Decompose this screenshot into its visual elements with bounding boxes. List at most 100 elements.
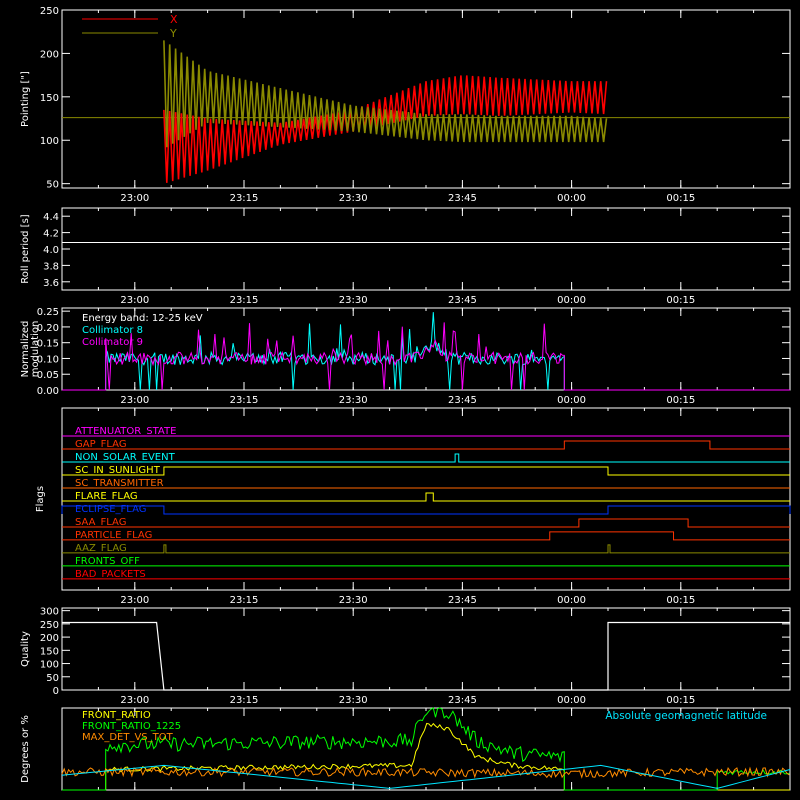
flag-label: GAP_FLAG — [75, 439, 127, 450]
legend-label: X — [170, 13, 178, 26]
flag-label: BAD_PACKETS — [75, 569, 146, 580]
x-tick-label: 00:15 — [666, 193, 695, 204]
y-tick-label: 100 — [40, 660, 59, 671]
y-tick-label: 250 — [40, 620, 59, 631]
y-tick-label: 4.4 — [43, 212, 59, 223]
flag-label: SAA_FLAG — [75, 517, 126, 528]
legend-title: Energy band: 12-25 keV — [82, 313, 203, 324]
y-tick-label: 200 — [40, 49, 59, 60]
series-y-line — [163, 40, 608, 148]
x-tick-label: 23:15 — [230, 295, 259, 306]
flag-line — [61, 505, 791, 515]
x-tick-label: 23:45 — [448, 695, 477, 706]
y-axis-label: Flags — [35, 486, 46, 512]
x-tick-label: 23:45 — [448, 295, 477, 306]
legend-label: Collimator 8 — [82, 325, 143, 336]
y-tick-label: 200 — [40, 633, 59, 644]
panel-frame-1 — [61, 207, 791, 291]
flag-label: FLARE_FLAG — [75, 491, 138, 502]
flag-line — [62, 492, 790, 502]
panel-frame-4 — [61, 607, 791, 691]
x-tick-label: 23:30 — [339, 395, 368, 406]
annotation-geomagnetic-latitude: Absolute geomagnetic latitude — [605, 710, 767, 722]
series-ratio-line — [62, 707, 790, 791]
x-tick-label: 23:00 — [120, 193, 149, 204]
flag-label: ATTENUATOR_STATE — [75, 426, 176, 437]
series-ratio-line — [62, 722, 790, 791]
y-tick-label: 100 — [40, 136, 59, 147]
y-tick-label: 150 — [40, 646, 59, 657]
series-collimator-line — [62, 312, 790, 391]
series-x-line — [163, 75, 608, 183]
y-tick-label: 0.00 — [37, 386, 59, 397]
legend-label: FRONT_RATIO_1225 — [82, 721, 181, 732]
flag-label: FRONTS_OFF — [75, 556, 140, 567]
x-tick-label: 23:00 — [120, 295, 149, 306]
flag-line — [62, 466, 790, 476]
x-tick-label: 00:15 — [666, 695, 695, 706]
x-tick-label: 23:30 — [339, 595, 368, 606]
x-tick-label: 23:15 — [230, 395, 259, 406]
legend-label: Collimator 9 — [82, 337, 143, 348]
x-tick-label: 23:45 — [448, 395, 477, 406]
x-tick-label: 00:15 — [666, 295, 695, 306]
flag-line — [62, 518, 790, 528]
x-tick-label: 23:00 — [120, 595, 149, 606]
x-tick-label: 23:45 — [448, 595, 477, 606]
y-tick-label: 300 — [40, 607, 59, 618]
y-axis-label: Pointing ["] — [20, 71, 31, 127]
flag-label: NON_SOLAR_EVENT — [75, 452, 176, 463]
flag-label: ECLIPSE_FLAG — [75, 504, 146, 515]
x-tick-label: 23:00 — [120, 695, 149, 706]
x-tick-label: 00:00 — [557, 695, 586, 706]
flag-line — [62, 440, 790, 450]
legend-label: Y — [169, 27, 177, 40]
y-tick-label: 0.10 — [37, 354, 59, 365]
x-tick-label: 00:00 — [557, 295, 586, 306]
y-tick-label: 50 — [46, 673, 59, 684]
x-tick-label: 23:30 — [339, 193, 368, 204]
x-tick-label: 00:15 — [666, 395, 695, 406]
y-axis-label: Normalized — [20, 321, 31, 378]
y-tick-label: 4.0 — [43, 245, 59, 256]
flag-label: AAZ_FLAG — [75, 543, 127, 554]
y-tick-label: 50 — [46, 180, 59, 191]
legend-label: MAX_DET_VS_TOT — [82, 732, 174, 743]
x-tick-label: 23:30 — [339, 695, 368, 706]
flag-label: PARTICLE_FLAG — [75, 530, 152, 541]
y-tick-label: 0.20 — [37, 323, 59, 334]
x-tick-label: 00:15 — [666, 595, 695, 606]
flag-label: SC_IN_SUNLIGHT — [75, 465, 161, 476]
y-axis-label: Quality — [20, 631, 31, 667]
x-tick-label: 23:15 — [230, 695, 259, 706]
y-tick-label: 0.15 — [37, 339, 59, 350]
y-axis-label: modulation — [30, 321, 41, 378]
x-tick-label: 23:15 — [230, 595, 259, 606]
x-tick-label: 23:00 — [120, 395, 149, 406]
flag-label: SC_TRANSMITTER — [75, 478, 164, 489]
y-tick-label: 250 — [40, 6, 59, 17]
series-collimator-line — [62, 322, 790, 391]
y-tick-label: 0.05 — [37, 370, 59, 381]
x-tick-label: 00:00 — [557, 595, 586, 606]
y-axis-label: Degrees or % — [20, 715, 31, 783]
x-tick-label: 00:00 — [557, 395, 586, 406]
flag-line — [62, 544, 790, 554]
y-axis-label: Roll period [s] — [20, 214, 31, 283]
x-tick-label: 00:00 — [557, 193, 586, 204]
legend-label: FRONT_RATIO — [82, 710, 151, 721]
flag-line — [62, 453, 790, 463]
y-tick-label: 0 — [53, 686, 59, 697]
y-tick-label: 3.8 — [43, 261, 59, 272]
flag-line — [62, 531, 790, 541]
y-tick-label: 4.2 — [43, 229, 59, 240]
series-ratio-line — [61, 764, 791, 789]
y-tick-label: 0.25 — [37, 307, 59, 318]
y-tick-label: 3.6 — [43, 278, 59, 289]
y-tick-label: 150 — [40, 93, 59, 104]
x-tick-label: 23:15 — [230, 193, 259, 204]
x-tick-label: 23:30 — [339, 295, 368, 306]
x-tick-label: 23:45 — [448, 193, 477, 204]
